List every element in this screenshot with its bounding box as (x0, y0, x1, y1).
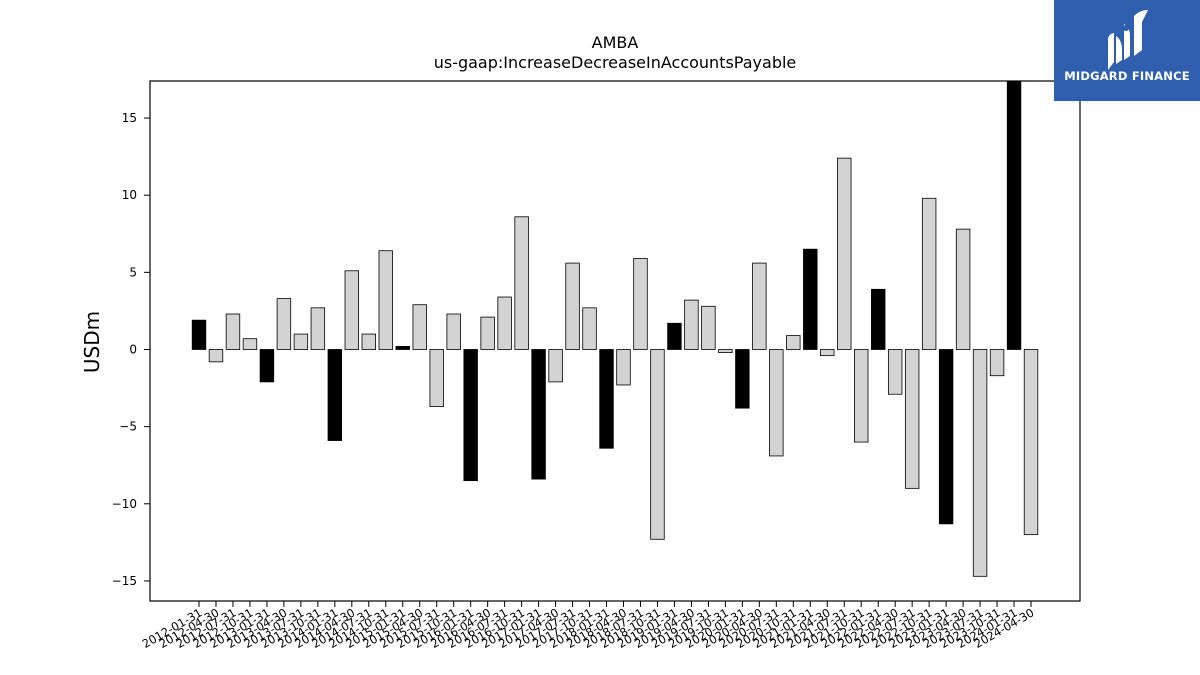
bar-2021-04-30 (820, 349, 835, 357)
y-tick-label: −15 (112, 574, 137, 588)
y-tick-label: 15 (122, 111, 137, 125)
bar-2019-04-30 (684, 299, 699, 350)
y-tick-label: −10 (112, 497, 137, 511)
y-tick-label: 10 (122, 188, 137, 202)
y-tick-label: 0 (129, 342, 137, 356)
bar-2012-04-30 (208, 349, 224, 363)
plot-frame (149, 80, 1081, 602)
bar-2019-10-31 (718, 349, 733, 353)
bar-2015-07-31 (429, 349, 444, 407)
bar-2019-01-31 (667, 322, 682, 350)
bar-2020-01-31 (735, 349, 750, 409)
bar-2013-01-31 (259, 349, 275, 383)
chart-title: AMBA (592, 33, 639, 52)
x-ticks-group: 2012-01-312012-04-302012-07-312012-10-31… (140, 601, 1037, 651)
bar-2017-07-31 (565, 262, 580, 350)
bar-2016-01-31 (463, 349, 478, 482)
bar-2021-01-31 (803, 248, 818, 350)
bar-2020-10-31 (786, 335, 801, 350)
bar-2017-01-31 (531, 349, 546, 480)
bar-2022-04-30 (887, 349, 903, 395)
bar-2014-04-30 (344, 270, 360, 350)
bar-2017-10-31 (582, 307, 597, 350)
bar-2018-01-31 (599, 349, 614, 449)
bar-2012-07-31 (225, 313, 241, 350)
bar-2023-07-31 (972, 349, 988, 577)
bar-2014-01-31 (327, 349, 343, 441)
bar-2024-01-31 (1006, 80, 1022, 350)
bar-2020-07-31 (769, 349, 784, 457)
bar-2014-07-31 (361, 333, 377, 350)
bar-2016-04-30 (480, 316, 495, 350)
bar-2023-04-30 (955, 228, 971, 350)
bar-2015-10-31 (446, 313, 461, 350)
bar-2021-07-31 (837, 157, 852, 350)
bar-2023-01-31 (938, 349, 954, 525)
bar-2013-10-31 (310, 307, 326, 350)
bar-2024-04-30 (1023, 349, 1039, 536)
bar-2014-10-31 (378, 250, 393, 350)
y-axis-label: USDm (80, 311, 104, 373)
bar-2018-07-31 (633, 258, 648, 350)
bar-2018-10-31 (650, 349, 665, 540)
bar-2012-10-31 (242, 338, 258, 350)
y-tick-label: 5 (129, 265, 137, 279)
bar-2022-07-31 (904, 349, 920, 489)
bar-2022-01-31 (871, 288, 886, 350)
bar-2012-01-31 (191, 319, 207, 350)
brand-name: MIDGARD FINANCE (1064, 69, 1190, 83)
bar-2023-10-31 (989, 349, 1005, 377)
y-ticks-group: −15 −10 −5 0 5 10 15 (112, 111, 150, 588)
bar-2015-01-31 (395, 345, 410, 350)
bar-2018-04-30 (616, 349, 631, 386)
bar-2017-04-30 (548, 349, 563, 383)
chart-subtitle: us-gaap:IncreaseDecreaseInAccountsPayabl… (434, 53, 797, 72)
midgard-m-logo-icon (1108, 10, 1148, 70)
bar-2015-04-30 (412, 304, 427, 350)
bar-2013-04-30 (276, 298, 292, 350)
brand-logo: MIDGARD FINANCE (1054, 0, 1200, 101)
bar-2019-07-31 (701, 305, 716, 350)
bars-group (191, 80, 1039, 577)
bar-2013-07-31 (293, 333, 309, 350)
bar-2021-10-31 (854, 349, 869, 443)
bar-2022-10-31 (921, 197, 937, 350)
bar-2020-04-30 (752, 262, 767, 350)
bar-2016-10-31 (514, 216, 529, 350)
bar-2016-07-31 (497, 296, 512, 350)
y-tick-label: −5 (119, 420, 137, 434)
